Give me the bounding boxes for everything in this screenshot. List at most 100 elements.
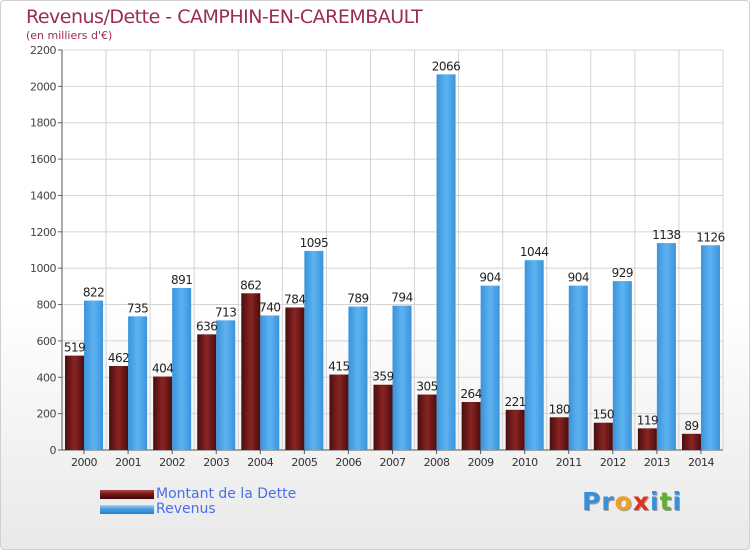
- bar-revenus: [216, 320, 236, 450]
- bar-dette: [505, 409, 525, 450]
- bar-dette: [241, 293, 261, 450]
- bar-dette: [285, 307, 305, 450]
- chart-title: Revenus/Dette - CAMPHIN-EN-CAREMBAULT: [26, 6, 423, 28]
- legend-label-dette: Montant de la Dette: [156, 486, 297, 502]
- bar-revenus: [128, 316, 148, 450]
- bar-dette: [681, 433, 701, 450]
- data-label-revenus: 2066: [432, 59, 461, 73]
- data-label-revenus: 1044: [520, 245, 549, 259]
- logo-letter: P: [582, 487, 602, 516]
- bar-dette: [417, 394, 437, 450]
- x-tick-label: 2014: [688, 456, 714, 469]
- data-label-revenus: 1095: [300, 236, 329, 250]
- data-label-revenus: 1126: [696, 230, 725, 244]
- data-label-revenus: 740: [259, 300, 280, 314]
- data-label-dette: 305: [416, 380, 437, 394]
- logo-letter: i: [672, 487, 683, 516]
- y-tick-label: 2200: [30, 44, 56, 57]
- legend-item-dette: Montant de la Dette: [100, 487, 296, 501]
- bar-revenus: [84, 300, 104, 450]
- bar-dette: [65, 355, 85, 450]
- bar-revenus: [700, 245, 720, 450]
- y-tick-label: 600: [37, 335, 57, 348]
- bar-revenus: [656, 243, 676, 450]
- bar-layer: [65, 74, 720, 450]
- logo-letter: o: [614, 487, 633, 516]
- bar-dette: [549, 417, 569, 450]
- bar-revenus: [612, 281, 632, 450]
- bar-dette: [461, 402, 481, 450]
- data-label-revenus: 904: [479, 271, 500, 285]
- bar-revenus: [392, 305, 412, 450]
- bar-revenus: [348, 306, 368, 450]
- data-label-dette: 462: [108, 351, 129, 365]
- data-label-revenus: 929: [612, 266, 633, 280]
- x-tick-label: 2003: [203, 456, 229, 469]
- y-tick-label: 400: [37, 371, 57, 384]
- y-tick-label: 200: [37, 408, 57, 421]
- bar-revenus: [568, 285, 588, 450]
- logo-letter: t: [659, 487, 673, 516]
- bar-dette: [329, 374, 349, 450]
- x-tick-label: 2013: [644, 456, 670, 469]
- x-tick-label: 2008: [424, 456, 450, 469]
- data-label-dette: 150: [593, 408, 614, 422]
- x-tick-label: 2000: [71, 456, 97, 469]
- bar-dette: [153, 376, 173, 450]
- data-label-dette: 89: [684, 419, 698, 433]
- y-tick-label: 1800: [30, 117, 56, 130]
- bar-dette: [197, 334, 217, 450]
- data-label-revenus: 789: [347, 292, 368, 306]
- bar-revenus: [260, 315, 280, 450]
- chart-subtitle: (en milliers d'€): [26, 29, 113, 42]
- bar-dette: [593, 422, 613, 450]
- data-label-dette: 862: [240, 278, 261, 292]
- data-label-dette: 221: [504, 395, 525, 409]
- data-label-dette: 784: [284, 292, 305, 306]
- y-tick-label: 1400: [30, 189, 56, 202]
- y-tick-label: 1000: [30, 262, 56, 275]
- x-tick-label: 2007: [380, 456, 406, 469]
- bar-revenus: [436, 74, 456, 450]
- x-tick-label: 2001: [115, 456, 141, 469]
- logo-letter: x: [632, 487, 650, 516]
- x-tick-label: 2004: [247, 456, 273, 469]
- bar-revenus: [304, 250, 324, 450]
- data-label-dette: 180: [549, 402, 570, 416]
- data-label-revenus: 1138: [652, 228, 681, 242]
- bar-dette: [373, 384, 393, 450]
- y-tick-label: 1600: [30, 153, 56, 166]
- data-label-revenus: 735: [127, 301, 148, 315]
- y-tick-label: 1200: [30, 226, 56, 239]
- data-label-revenus: 713: [215, 305, 236, 319]
- data-label-dette: 264: [460, 387, 481, 401]
- bar-dette: [109, 366, 129, 450]
- bar-revenus: [524, 260, 544, 450]
- y-tick-label: 2000: [30, 80, 56, 93]
- x-tick-label: 2009: [468, 456, 494, 469]
- x-tick-label: 2011: [556, 456, 582, 469]
- x-tick-label: 2012: [600, 456, 626, 469]
- x-tick-label: 2005: [291, 456, 317, 469]
- data-label-dette: 404: [152, 362, 173, 376]
- bar-revenus: [172, 288, 192, 450]
- legend-label-revenus: Revenus: [156, 501, 216, 517]
- bar-revenus: [480, 285, 500, 450]
- data-label-dette: 119: [637, 413, 658, 427]
- data-label-revenus: 904: [568, 271, 589, 285]
- data-label-revenus: 822: [83, 286, 104, 300]
- logo-letter: i: [650, 487, 660, 516]
- data-label-revenus: 891: [171, 273, 192, 287]
- legend-swatch-revenus: [100, 504, 154, 514]
- logo-letter: r: [601, 487, 615, 516]
- data-label-dette: 519: [64, 341, 85, 355]
- bar-dette: [637, 428, 657, 450]
- y-tick-label: 800: [37, 299, 57, 312]
- legend-swatch-dette: [100, 489, 154, 499]
- data-label-dette: 415: [328, 360, 349, 374]
- x-tick-label: 2002: [159, 456, 185, 469]
- data-label-dette: 359: [372, 370, 393, 384]
